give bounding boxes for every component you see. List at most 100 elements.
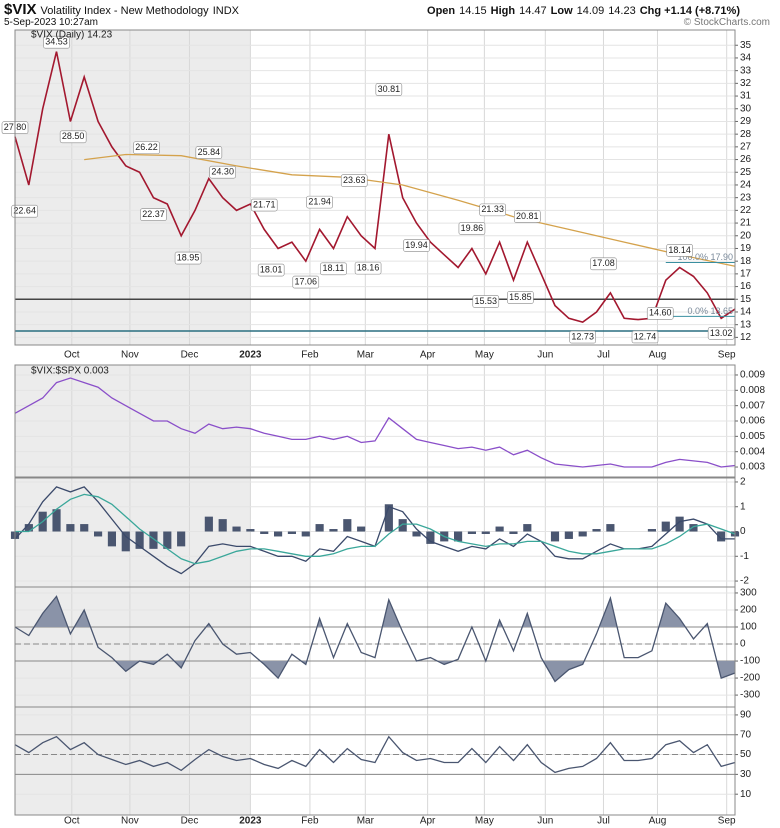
y-tick-label: 100 <box>740 622 757 633</box>
histogram-bar <box>675 516 684 532</box>
price-label-box <box>306 195 333 209</box>
histogram-bar <box>107 531 116 547</box>
y-tick-label: 30 <box>740 103 752 114</box>
price-label-box <box>569 330 596 344</box>
histogram-bar <box>509 531 518 534</box>
y-tick-label: 23 <box>740 192 752 203</box>
price-label-box <box>458 222 486 235</box>
price-label-box <box>354 261 382 275</box>
series-line <box>14 595 736 683</box>
quote-value: 14.09 <box>576 5 605 17</box>
price-label-box <box>257 263 285 277</box>
price-label: 19.86 <box>461 223 484 233</box>
series-line <box>14 735 736 774</box>
price-label: 24.30 <box>211 167 234 177</box>
price-label-box <box>133 141 160 155</box>
price-label: 26.22 <box>135 142 158 152</box>
x-tick-label: Jun <box>537 350 553 361</box>
y-tick-label: 70 <box>740 729 752 740</box>
area-fill <box>15 596 735 627</box>
x-tick-label: Jul <box>597 816 610 827</box>
price-label-box <box>666 244 693 257</box>
price-label-box <box>340 174 368 187</box>
price-label: 13.02 <box>710 328 733 338</box>
x-tick-label: Apr <box>420 350 436 361</box>
quote-label: High <box>490 5 516 17</box>
price-label-box <box>590 257 617 271</box>
y-tick-label: 28 <box>740 129 752 140</box>
histogram-bar <box>52 509 61 532</box>
price-label-box <box>43 35 70 49</box>
histogram-bar <box>80 524 89 532</box>
histogram-bar <box>454 531 463 542</box>
area-fill <box>15 661 735 682</box>
series-line <box>15 493 736 565</box>
histogram-bar <box>481 531 490 534</box>
y-tick-label: 0.007 <box>740 400 765 411</box>
y-tick-label: 24 <box>740 180 752 191</box>
y-tick-label: 25 <box>740 167 752 178</box>
y-tick-label: 27 <box>740 141 752 152</box>
symbol: $VIX <box>4 1 37 18</box>
y-tick-label: 31 <box>740 91 752 102</box>
price-label-box <box>292 275 320 289</box>
y-tick-label: 90 <box>740 710 752 721</box>
price-label-box <box>479 203 506 217</box>
price-label: 19.94 <box>405 240 428 250</box>
series-line <box>84 153 736 267</box>
price-label-box <box>320 262 347 276</box>
price-label-box <box>59 130 87 144</box>
panel-title: $VIX:$SPX 0.003 <box>31 366 109 377</box>
y-tick-label: 0 <box>740 639 746 650</box>
price-label-box <box>514 210 541 223</box>
price-label: 23.63 <box>343 175 366 185</box>
histogram-bar <box>260 531 269 534</box>
price-label-box <box>11 204 38 218</box>
y-tick-label: 10 <box>740 789 752 800</box>
price-label: 14.60 <box>649 308 672 318</box>
histogram-bar <box>121 531 130 552</box>
histogram-bar <box>426 531 435 544</box>
y-tick-label: 2 <box>740 477 746 488</box>
quote: Open 14.15 High 14.47 Low 14.09 14.23 Chg +1.14… <box>427 5 740 17</box>
price-label-box <box>250 198 278 212</box>
x-tick-label: Aug <box>649 816 667 827</box>
price-label: 22.64 <box>13 206 36 216</box>
histogram-bar <box>24 524 33 532</box>
y-tick-label: 21 <box>740 218 752 229</box>
histogram-bar <box>550 531 560 542</box>
price-label: 15.53 <box>475 296 498 306</box>
price-label-box <box>403 239 430 252</box>
exchange: INDX <box>212 5 239 17</box>
price-label: 17.08 <box>592 258 615 268</box>
histogram-bar <box>647 529 656 532</box>
price-label: 28.50 <box>62 131 85 141</box>
histogram-bar <box>204 516 213 532</box>
price-label: 21.71 <box>253 199 276 209</box>
histogram-bar <box>661 521 670 532</box>
histogram-bar <box>177 531 186 547</box>
change: Chg +1.14 (+8.71%) <box>639 5 740 17</box>
x-tick-label: 2023 <box>239 816 262 827</box>
histogram-bar <box>523 524 532 532</box>
x-tick-label: 2023 <box>239 350 262 361</box>
x-tick-label: Oct <box>64 350 80 361</box>
security-name: Volatility Index - New Methodology <box>40 5 209 17</box>
price-label-box <box>707 327 735 340</box>
histogram-bar <box>329 529 338 532</box>
y-tick-label: 12 <box>740 332 752 343</box>
price-label-box <box>631 330 659 344</box>
x-tick-label: Nov <box>121 816 139 827</box>
histogram-bar <box>606 524 615 532</box>
histogram-bar <box>495 526 504 532</box>
x-tick-label: Feb <box>301 350 319 361</box>
header: $VIX Volatility Index - New Methodology … <box>0 0 780 30</box>
y-tick-label: 32 <box>740 78 752 89</box>
price-label: 15.85 <box>509 292 532 302</box>
price-label: 21.94 <box>308 197 331 207</box>
histogram-bar <box>163 531 172 549</box>
x-tick-label: May <box>475 350 494 361</box>
histogram-bar <box>135 531 144 549</box>
